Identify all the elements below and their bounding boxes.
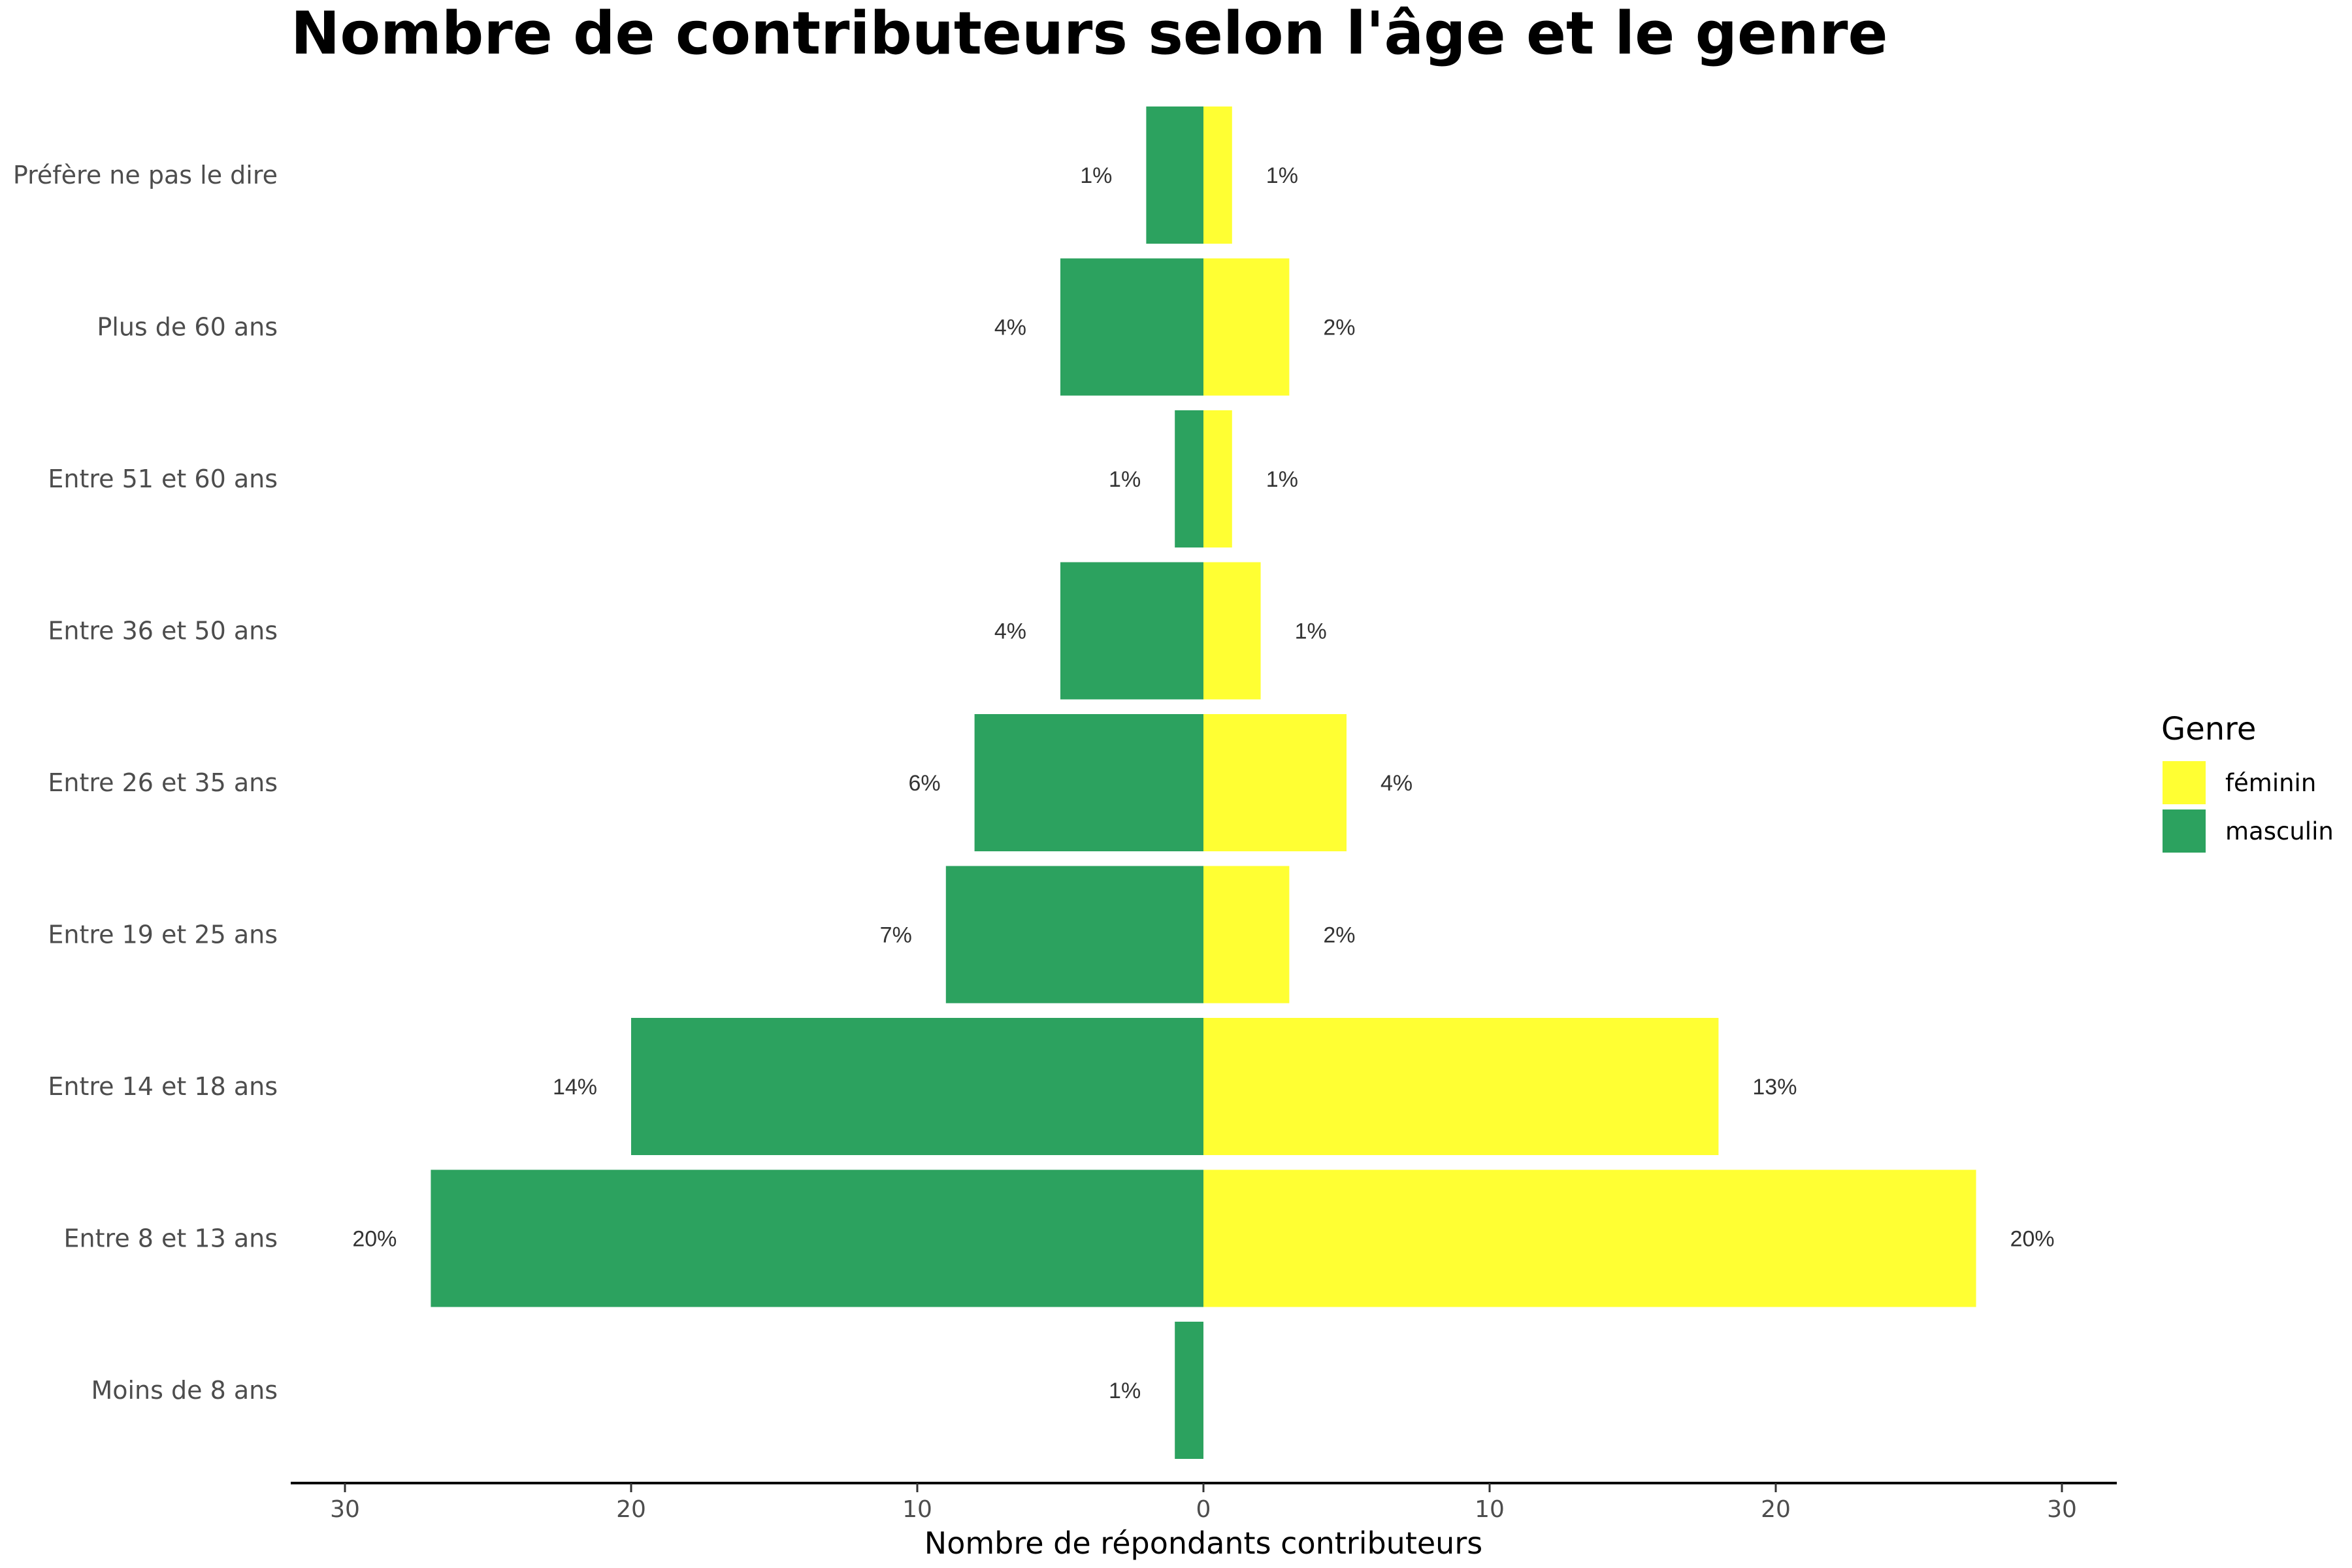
data-label-masculin: 14% [553, 1075, 597, 1100]
data-label-feminin: 20% [2010, 1227, 2055, 1252]
bar-masculin [631, 1018, 1203, 1155]
category-labels: Préfère ne pas le dire Plus de 60 ans Entr… [13, 161, 278, 1405]
category-label: Plus de 60 ans [97, 313, 278, 342]
bar-masculin [1175, 410, 1203, 547]
legend-title: Genre [2161, 711, 2256, 747]
legend-swatch [2163, 761, 2206, 804]
x-tick-label: 10 [902, 1496, 932, 1523]
x-tick-label: 10 [1475, 1496, 1505, 1523]
data-label-masculin: 1% [1080, 163, 1112, 188]
data-label-feminin: 4% [1380, 771, 1413, 796]
category-label: Entre 36 et 50 ans [48, 617, 278, 645]
data-label-masculin: 4% [994, 316, 1026, 340]
x-tick-label: 20 [1761, 1496, 1791, 1523]
bar-masculin [1146, 106, 1203, 244]
bar-feminin [1203, 1169, 1976, 1307]
data-label-masculin: 1% [1109, 1379, 1141, 1403]
x-tick-label: 30 [330, 1496, 360, 1523]
bar-masculin [1060, 258, 1203, 396]
legend: Genre féminin masculin [2161, 711, 2334, 853]
x-axis-label: Nombre de répondants contributeurs [924, 1526, 1482, 1561]
bar-feminin [1203, 1018, 1719, 1155]
category-label: Préfère ne pas le dire [13, 161, 278, 189]
x-tick-label: 0 [1196, 1496, 1211, 1523]
x-tick-label: 20 [616, 1496, 646, 1523]
percentage-labels: 1% 1% 4% 2% 1% 1% 4% 1% 6% 4% 7% 2% 14% 13% 20% 20% 1% [352, 163, 2054, 1403]
bar-masculin [1060, 562, 1203, 700]
bar-masculin [974, 714, 1203, 851]
data-label-feminin: 1% [1266, 163, 1298, 188]
chart-title: Nombre de contributeurs selon l'âge et l… [291, 0, 1888, 68]
data-label-feminin: 2% [1323, 316, 1355, 340]
x-tick-label: 30 [2047, 1496, 2077, 1523]
legend-items: féminin masculin [2163, 761, 2334, 853]
bar-masculin [431, 1169, 1203, 1307]
bars-group [431, 106, 1976, 1459]
x-axis-ticks: 30 20 10 0 10 20 30 [330, 1483, 2077, 1523]
category-label: Entre 51 et 60 ans [48, 465, 278, 493]
bar-feminin [1203, 866, 1290, 1004]
data-label-masculin: 1% [1109, 467, 1141, 492]
bar-feminin [1203, 106, 1232, 244]
legend-label: féminin [2225, 769, 2316, 797]
legend-label: masculin [2225, 817, 2334, 845]
category-label: Moins de 8 ans [91, 1376, 278, 1405]
data-label-feminin: 2% [1323, 923, 1355, 948]
category-label: Entre 14 et 18 ans [48, 1072, 278, 1101]
data-label-feminin: 1% [1266, 467, 1298, 492]
bar-feminin [1203, 714, 1347, 851]
data-label-masculin: 4% [994, 619, 1026, 644]
category-label: Entre 26 et 35 ans [48, 768, 278, 797]
data-label-feminin: 1% [1295, 619, 1327, 644]
legend-swatch [2163, 809, 2206, 853]
bar-feminin [1203, 258, 1290, 396]
bar-masculin [945, 866, 1203, 1004]
data-label-masculin: 7% [880, 923, 912, 948]
data-label-masculin: 6% [908, 771, 940, 796]
category-label: Entre 19 et 25 ans [48, 921, 278, 949]
bar-feminin [1203, 410, 1232, 547]
data-label-feminin: 13% [1752, 1075, 1797, 1100]
data-label-masculin: 20% [352, 1227, 397, 1252]
bar-feminin [1203, 562, 1261, 700]
category-label: Entre 8 et 13 ans [64, 1224, 278, 1253]
bar-masculin [1175, 1322, 1203, 1459]
